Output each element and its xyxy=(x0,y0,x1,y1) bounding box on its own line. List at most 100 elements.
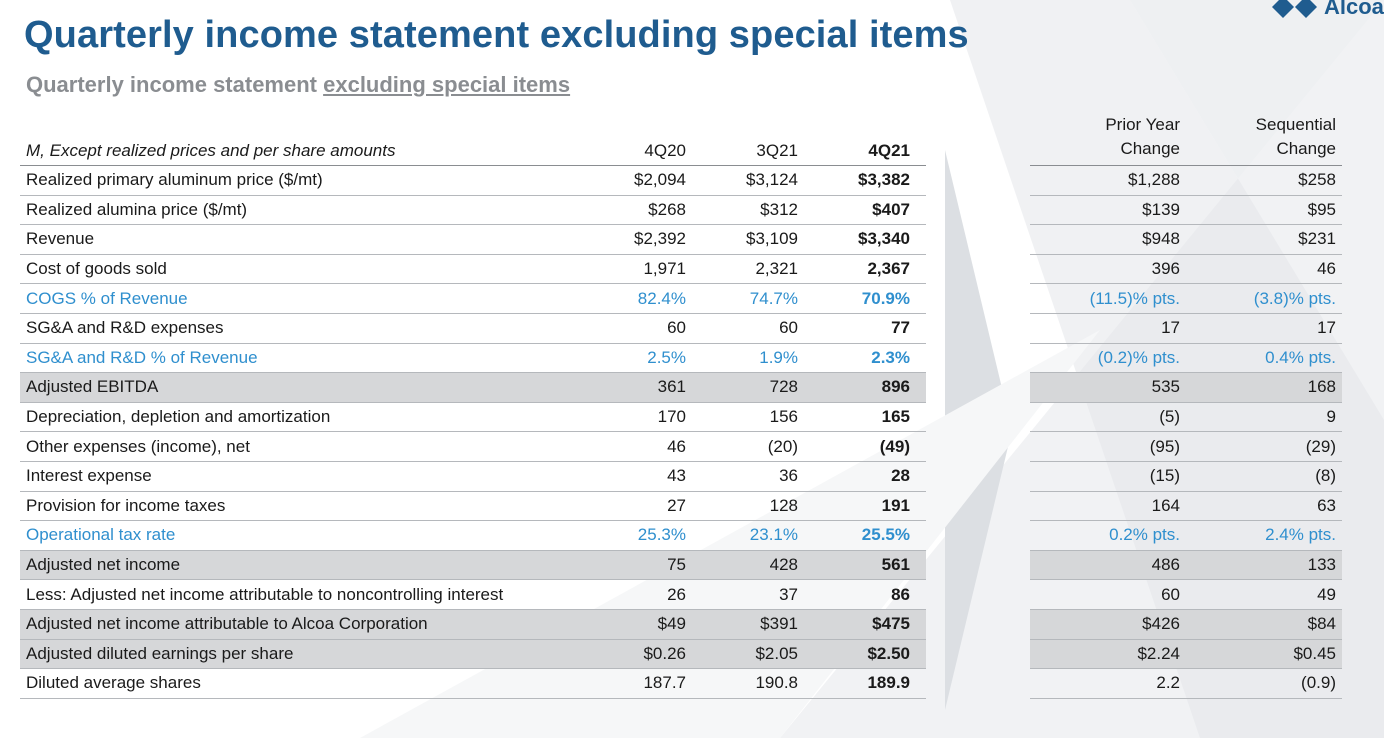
row-label: Less: Adjusted net income attributable t… xyxy=(26,584,504,604)
cell-sequential-change: 2.4% pts. xyxy=(1265,525,1336,545)
cell-4q20: 1,971 xyxy=(643,259,686,279)
table-row: Revenue $2,392 $3,109 $3,340 xyxy=(20,225,926,255)
cell-4q20: 26 xyxy=(667,584,686,604)
cell-prior-year-change: 535 xyxy=(1151,377,1180,397)
logo-text: Alcoa xyxy=(1324,0,1384,19)
change-row: 164 63 xyxy=(1030,492,1342,522)
row-label: COGS % of Revenue xyxy=(26,288,188,308)
cell-3q21: $312 xyxy=(760,199,798,219)
cell-4q21: 86 xyxy=(891,584,910,604)
cell-4q20: 170 xyxy=(657,407,686,427)
cell-prior-year-change: 0.2% pts. xyxy=(1109,525,1180,545)
cell-4q21: 189.9 xyxy=(867,673,910,693)
change-row: 396 46 xyxy=(1030,255,1342,285)
cell-prior-year-change: $2.24 xyxy=(1137,643,1180,663)
row-label: Revenue xyxy=(26,229,95,249)
cell-3q21: $2.05 xyxy=(755,643,798,663)
cell-4q21: 77 xyxy=(891,318,910,338)
subtitle-underlined: excluding special items xyxy=(323,72,571,97)
table-row: Realized primary aluminum price ($/mt) $2… xyxy=(20,166,926,196)
row-label: Provision for income taxes xyxy=(26,495,226,515)
cell-4q21: 70.9% xyxy=(861,288,910,308)
cell-4q21: (49) xyxy=(879,436,910,456)
cell-3q21: $3,109 xyxy=(746,229,798,249)
cell-sequential-change: 46 xyxy=(1317,259,1336,279)
cell-3q21: 36 xyxy=(779,466,798,486)
cell-4q20: 27 xyxy=(667,495,686,515)
cell-prior-year-change: 396 xyxy=(1151,259,1180,279)
cell-prior-year-change: 164 xyxy=(1151,495,1180,515)
row-label: Adjusted net income attributable to Alco… xyxy=(26,614,428,634)
table-row: Adjusted net income 75 428 561 xyxy=(20,550,926,581)
row-label: Adjusted EBITDA xyxy=(26,377,159,397)
cell-sequential-change: 17 xyxy=(1317,318,1336,338)
row-label: Operational tax rate xyxy=(26,525,176,545)
cell-4q21: $407 xyxy=(872,199,910,219)
cell-prior-year-change: (11.5)% pts. xyxy=(1089,288,1180,308)
cell-sequential-change: (8) xyxy=(1315,466,1336,486)
subtitle-prefix: Quarterly income statement xyxy=(26,72,324,97)
row-label: Realized primary aluminum price ($/mt) xyxy=(26,170,323,190)
cell-3q21: 23.1% xyxy=(749,525,798,545)
cell-4q20: $49 xyxy=(657,614,686,634)
header-4q21: 4Q21 xyxy=(868,140,910,160)
cell-prior-year-change: 2.2 xyxy=(1156,673,1180,693)
row-label: Adjusted net income xyxy=(26,555,181,575)
table-row: Interest expense 43 36 28 xyxy=(20,462,926,492)
table-row: SG&A and R&D % of Revenue 2.5% 1.9% 2.3% xyxy=(20,344,926,374)
row-label: Cost of goods sold xyxy=(26,259,167,279)
change-row: 486 133 xyxy=(1030,550,1342,581)
change-table: Prior Year Change Sequential Change $1,288… xyxy=(1030,115,1342,699)
cell-4q20: $2,392 xyxy=(634,229,686,249)
cell-4q21: 2.3% xyxy=(871,347,910,367)
change-row: 2.2 (0.9) xyxy=(1030,669,1342,699)
header-label: M, Except realized prices and per share … xyxy=(26,140,396,160)
table-row: SG&A and R&D expenses 60 60 77 xyxy=(20,314,926,344)
table-row: Operational tax rate 25.3% 23.1% 25.5% xyxy=(20,521,926,551)
diamond-logo-icon xyxy=(1272,0,1317,18)
alcoa-logo: Alcoa xyxy=(1272,0,1384,20)
cell-4q20: 2.5% xyxy=(647,347,686,367)
change-row: 535 168 xyxy=(1030,373,1342,403)
cell-3q21: 728 xyxy=(769,377,798,397)
header-3q21: 3Q21 xyxy=(756,140,798,160)
change-row: (15) (8) xyxy=(1030,462,1342,492)
cell-sequential-change: $0.45 xyxy=(1293,643,1336,663)
cell-3q21: 128 xyxy=(769,495,798,515)
cell-prior-year-change: $948 xyxy=(1142,229,1180,249)
header-4q20: 4Q20 xyxy=(644,140,686,160)
table-row: Diluted average shares 187.7 190.8 189.9 xyxy=(20,669,926,699)
cell-sequential-change: 49 xyxy=(1317,584,1336,604)
header-seq-line1: Sequential xyxy=(1255,115,1336,134)
cell-sequential-change: 133 xyxy=(1307,555,1336,575)
table-row: Adjusted EBITDA 361 728 896 xyxy=(20,373,926,403)
cell-4q21: 896 xyxy=(881,377,910,397)
cell-3q21: 74.7% xyxy=(749,288,798,308)
cell-prior-year-change: (15) xyxy=(1149,466,1180,486)
row-label: SG&A and R&D % of Revenue xyxy=(26,347,258,367)
cell-4q20: 60 xyxy=(667,318,686,338)
cell-4q20: 361 xyxy=(657,377,686,397)
change-row: 60 49 xyxy=(1030,580,1342,610)
cell-4q21: 165 xyxy=(881,407,910,427)
cell-sequential-change: $231 xyxy=(1298,229,1336,249)
cell-4q20: $268 xyxy=(648,199,686,219)
page-title: Quarterly income statement excluding spe… xyxy=(24,14,969,56)
cell-sequential-change: 9 xyxy=(1326,407,1336,427)
cell-3q21: 428 xyxy=(769,555,798,575)
table-row: Other expenses (income), net 46 (20) (49) xyxy=(20,432,926,462)
cell-4q20: 75 xyxy=(667,555,686,575)
cell-prior-year-change: 17 xyxy=(1161,318,1180,338)
change-row: $426 $84 xyxy=(1030,609,1342,640)
change-header-row: Prior Year Change Sequential Change xyxy=(1030,115,1342,166)
change-row: 17 17 xyxy=(1030,314,1342,344)
cell-prior-year-change: 60 xyxy=(1161,584,1180,604)
row-label: Interest expense xyxy=(26,466,152,486)
table-row: Depreciation, depletion and amortization… xyxy=(20,403,926,433)
change-row: $948 $231 xyxy=(1030,225,1342,255)
cell-4q21: 561 xyxy=(881,555,910,575)
row-label: SG&A and R&D expenses xyxy=(26,318,224,338)
cell-sequential-change: (29) xyxy=(1305,436,1336,456)
cell-3q21: 37 xyxy=(779,584,798,604)
change-row: 0.2% pts. 2.4% pts. xyxy=(1030,521,1342,551)
